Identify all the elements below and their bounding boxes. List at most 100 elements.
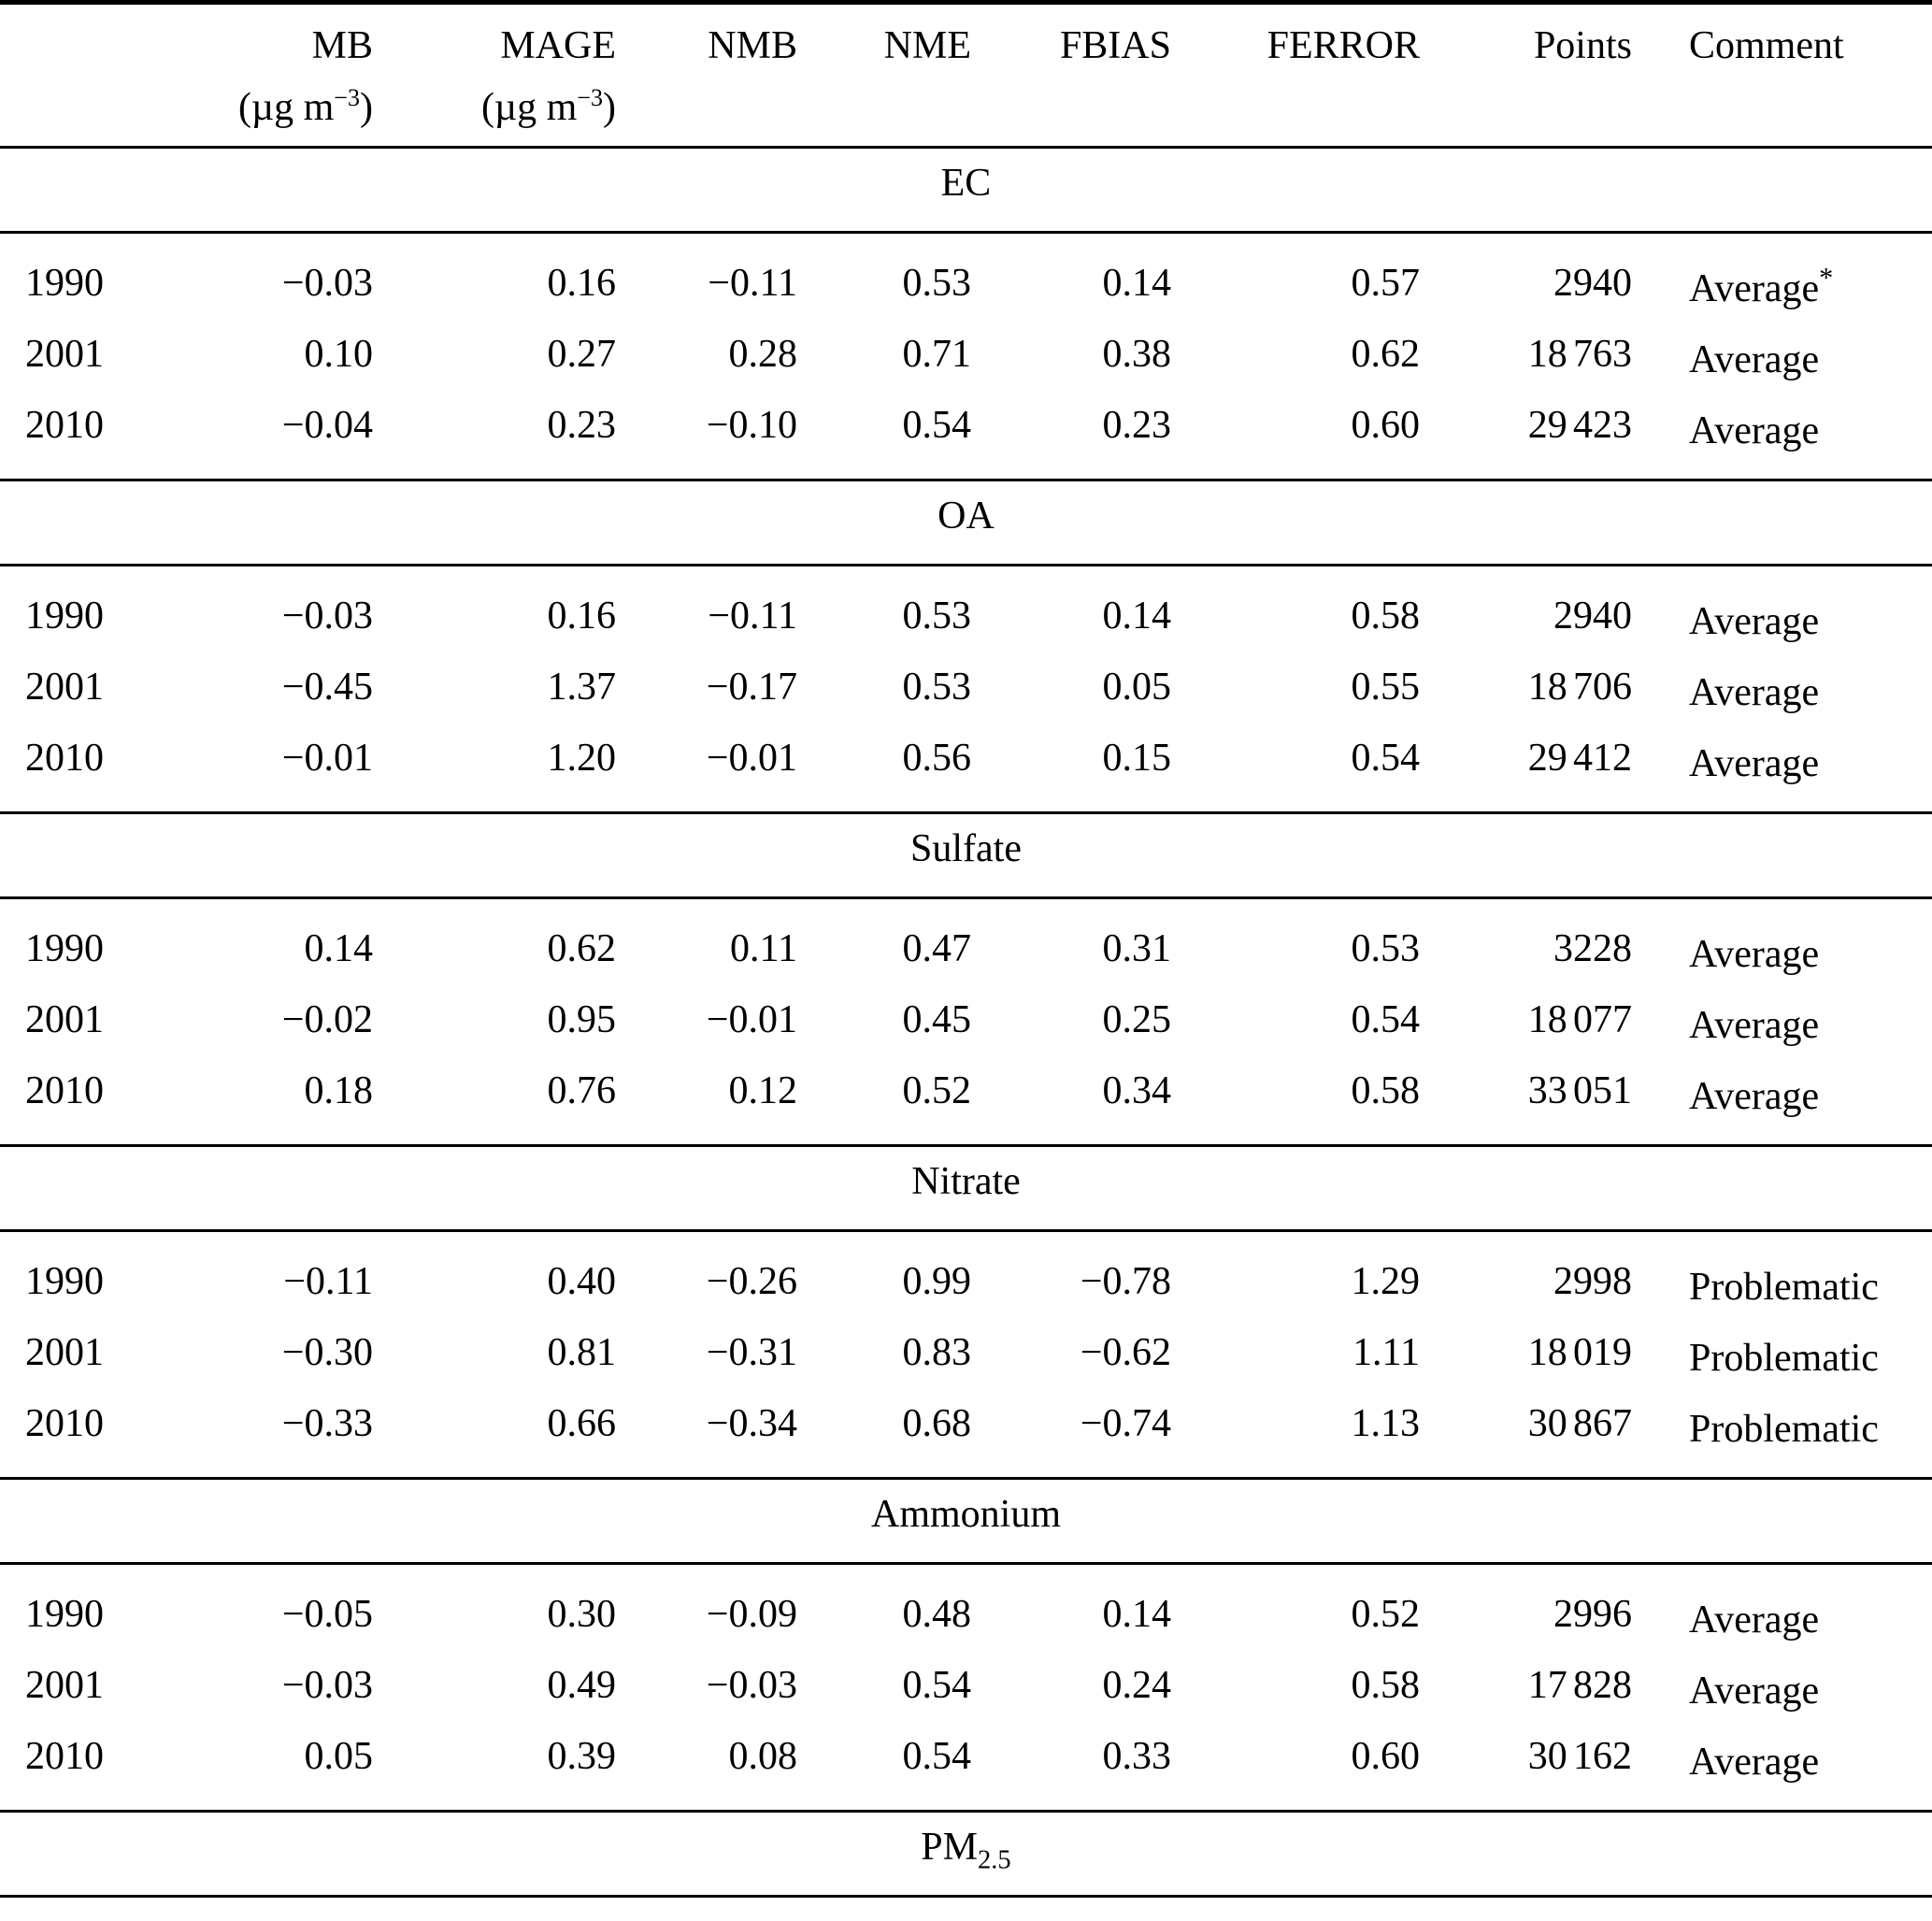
- year-cell: 2010: [25, 737, 104, 780]
- points-cell: 2940: [1553, 595, 1632, 638]
- nme-cell: 0.54: [902, 404, 972, 447]
- nme-cell: 0.53: [902, 262, 972, 305]
- nmb-cell: −0.09: [706, 1593, 797, 1636]
- ferror-cell: 0.58: [1351, 595, 1421, 638]
- mb-cell: 0.14: [304, 927, 374, 970]
- year-cell: 1990: [25, 1260, 104, 1303]
- unit-prefix: (µg m: [237, 86, 335, 129]
- section-header-row: OA: [0, 479, 1932, 566]
- mage-cell: 0.16: [547, 262, 617, 305]
- mage-cell: 0.95: [547, 998, 617, 1041]
- comment-text: Average: [1689, 1075, 1820, 1118]
- nme-cell: 0.83: [902, 1331, 972, 1374]
- mage-cell: 0.66: [547, 1402, 617, 1445]
- mb-cell: 0.10: [304, 333, 374, 376]
- nmb-cell: 0.12: [728, 1069, 798, 1112]
- points-cell: 29 412: [1527, 737, 1632, 780]
- section-title: OA: [0, 479, 1932, 566]
- points-cell: 2940: [1553, 262, 1632, 305]
- ferror-cell: 0.57: [1351, 262, 1421, 305]
- points-cell: 33 051: [1527, 1069, 1632, 1112]
- mb-cell: −0.03: [281, 595, 373, 638]
- year-cell: 2010: [25, 1735, 104, 1778]
- mb-cell: −0.03: [281, 262, 373, 305]
- year-cell: 2010: [25, 1069, 104, 1112]
- ferror-cell: 0.60: [1351, 404, 1421, 447]
- mb-cell: 0.05: [304, 1735, 374, 1778]
- nmb-cell: −0.17: [706, 666, 797, 709]
- column-header-mb: MB (µg m−3): [131, 2, 374, 149]
- fbias-cell: 0.33: [1102, 1735, 1172, 1778]
- points-cell: 18 763: [1527, 333, 1632, 376]
- header-label-mage: MAGE: [500, 24, 616, 67]
- comment-cell: Average: [1633, 1650, 1932, 1721]
- header-unit-mb: (µg m−3): [132, 72, 373, 134]
- mage-cell: 0.76: [547, 1069, 617, 1112]
- nmb-cell: −0.10: [706, 404, 797, 447]
- comment-text: Average: [1689, 1741, 1820, 1784]
- ferror-cell: 0.62: [1351, 333, 1421, 376]
- nmb-cell: −0.01: [706, 737, 797, 780]
- mage-cell: 0.62: [547, 927, 617, 970]
- column-header-comment: Comment: [1633, 2, 1932, 149]
- comment-text: Average: [1689, 933, 1820, 976]
- mb-cell: −0.45: [281, 666, 373, 709]
- nmb-cell: 0.13: [617, 1897, 798, 1921]
- nme-cell: 0.54: [902, 1735, 972, 1778]
- mage-cell: 0.30: [547, 1593, 617, 1636]
- mage-cell: 0.40: [547, 1260, 617, 1303]
- year-cell: 2001: [25, 1664, 104, 1707]
- table-row: 1990 −0.11 0.40 −0.26 0.99 −0.78 1.29 29…: [0, 1231, 1932, 1318]
- comment-text: Average: [1689, 267, 1820, 310]
- column-header-nmb: NMB: [617, 2, 798, 149]
- mb-cell: −0.03: [281, 1664, 373, 1707]
- nme-cell: 0.68: [902, 1402, 972, 1445]
- fbias-cell: 0.16: [972, 1897, 1172, 1921]
- year-cell: 1990: [25, 262, 104, 305]
- ferror-cell: 0.58: [1351, 1664, 1421, 1707]
- section-title-text: PM: [921, 1825, 978, 1869]
- table-row: 1990 −0.03 0.16 −0.11 0.53 0.14 0.57 294…: [0, 233, 1932, 320]
- nmb-cell: −0.26: [706, 1260, 797, 1303]
- section-title: EC: [0, 146, 1932, 234]
- comment-cell: Average: [1633, 1721, 1932, 1812]
- ferror-cell: 0.52: [1351, 1593, 1421, 1636]
- section-header-row: Ammonium: [0, 1477, 1932, 1565]
- fbias-cell: 0.14: [1102, 1593, 1172, 1636]
- ferror-cell: 1.11: [1352, 1331, 1420, 1374]
- points-cell: 17 828: [1527, 1664, 1632, 1707]
- mb-cell: −0.11: [283, 1260, 373, 1303]
- mage-cell: 2.73: [374, 1897, 617, 1921]
- section-header-row: Nitrate: [0, 1144, 1932, 1232]
- nme-cell: 0.56: [902, 737, 972, 780]
- nme-cell: 0.99: [902, 1260, 972, 1303]
- section-title-text: Sulfate: [910, 826, 1022, 870]
- ferror-cell: 0.55: [1351, 666, 1421, 709]
- table-row: 1990 −0.03 0.16 −0.11 0.53 0.14 0.58 294…: [0, 566, 1932, 652]
- nmb-cell: 0.28: [728, 333, 798, 376]
- year-cell: 1990: [0, 1897, 131, 1921]
- comment-cell: Problematic: [1633, 1231, 1932, 1318]
- table-row: 2001 0.10 0.27 0.28 0.71 0.38 0.62 18 76…: [0, 319, 1932, 390]
- ferror-cell: 0.60: [1351, 1735, 1421, 1778]
- points-cell: 18 019: [1527, 1331, 1632, 1374]
- nme-cell: 0.53: [902, 595, 972, 638]
- comment-cell: Average: [1633, 652, 1932, 723]
- comment-cell: Average: [1633, 1564, 1932, 1651]
- section-title-text: EC: [940, 161, 992, 205]
- table-row: 2010 −0.01 1.20 −0.01 0.56 0.15 0.54 29 …: [0, 723, 1932, 813]
- mage-cell: 0.27: [547, 333, 617, 376]
- mb-cell: −0.05: [281, 1593, 373, 1636]
- mage-cell: 0.39: [547, 1735, 617, 1778]
- comment-text: Average: [1689, 1670, 1820, 1713]
- points-cell: 30 162: [1527, 1735, 1632, 1778]
- fbias-cell: 0.38: [1102, 333, 1172, 376]
- mage-cell: 1.20: [547, 737, 617, 780]
- points-cell: 30 867: [1527, 1402, 1632, 1445]
- points-cell: 18 077: [1527, 998, 1632, 1041]
- table-header: MB (µg m−3) MAGE (µg m−3) NMB NME FBIAS …: [0, 2, 1932, 149]
- section-header-row: PM2.5: [0, 1810, 1932, 1898]
- nme-cell: 0.48: [902, 1593, 972, 1636]
- comment-cell: Average: [1633, 723, 1932, 813]
